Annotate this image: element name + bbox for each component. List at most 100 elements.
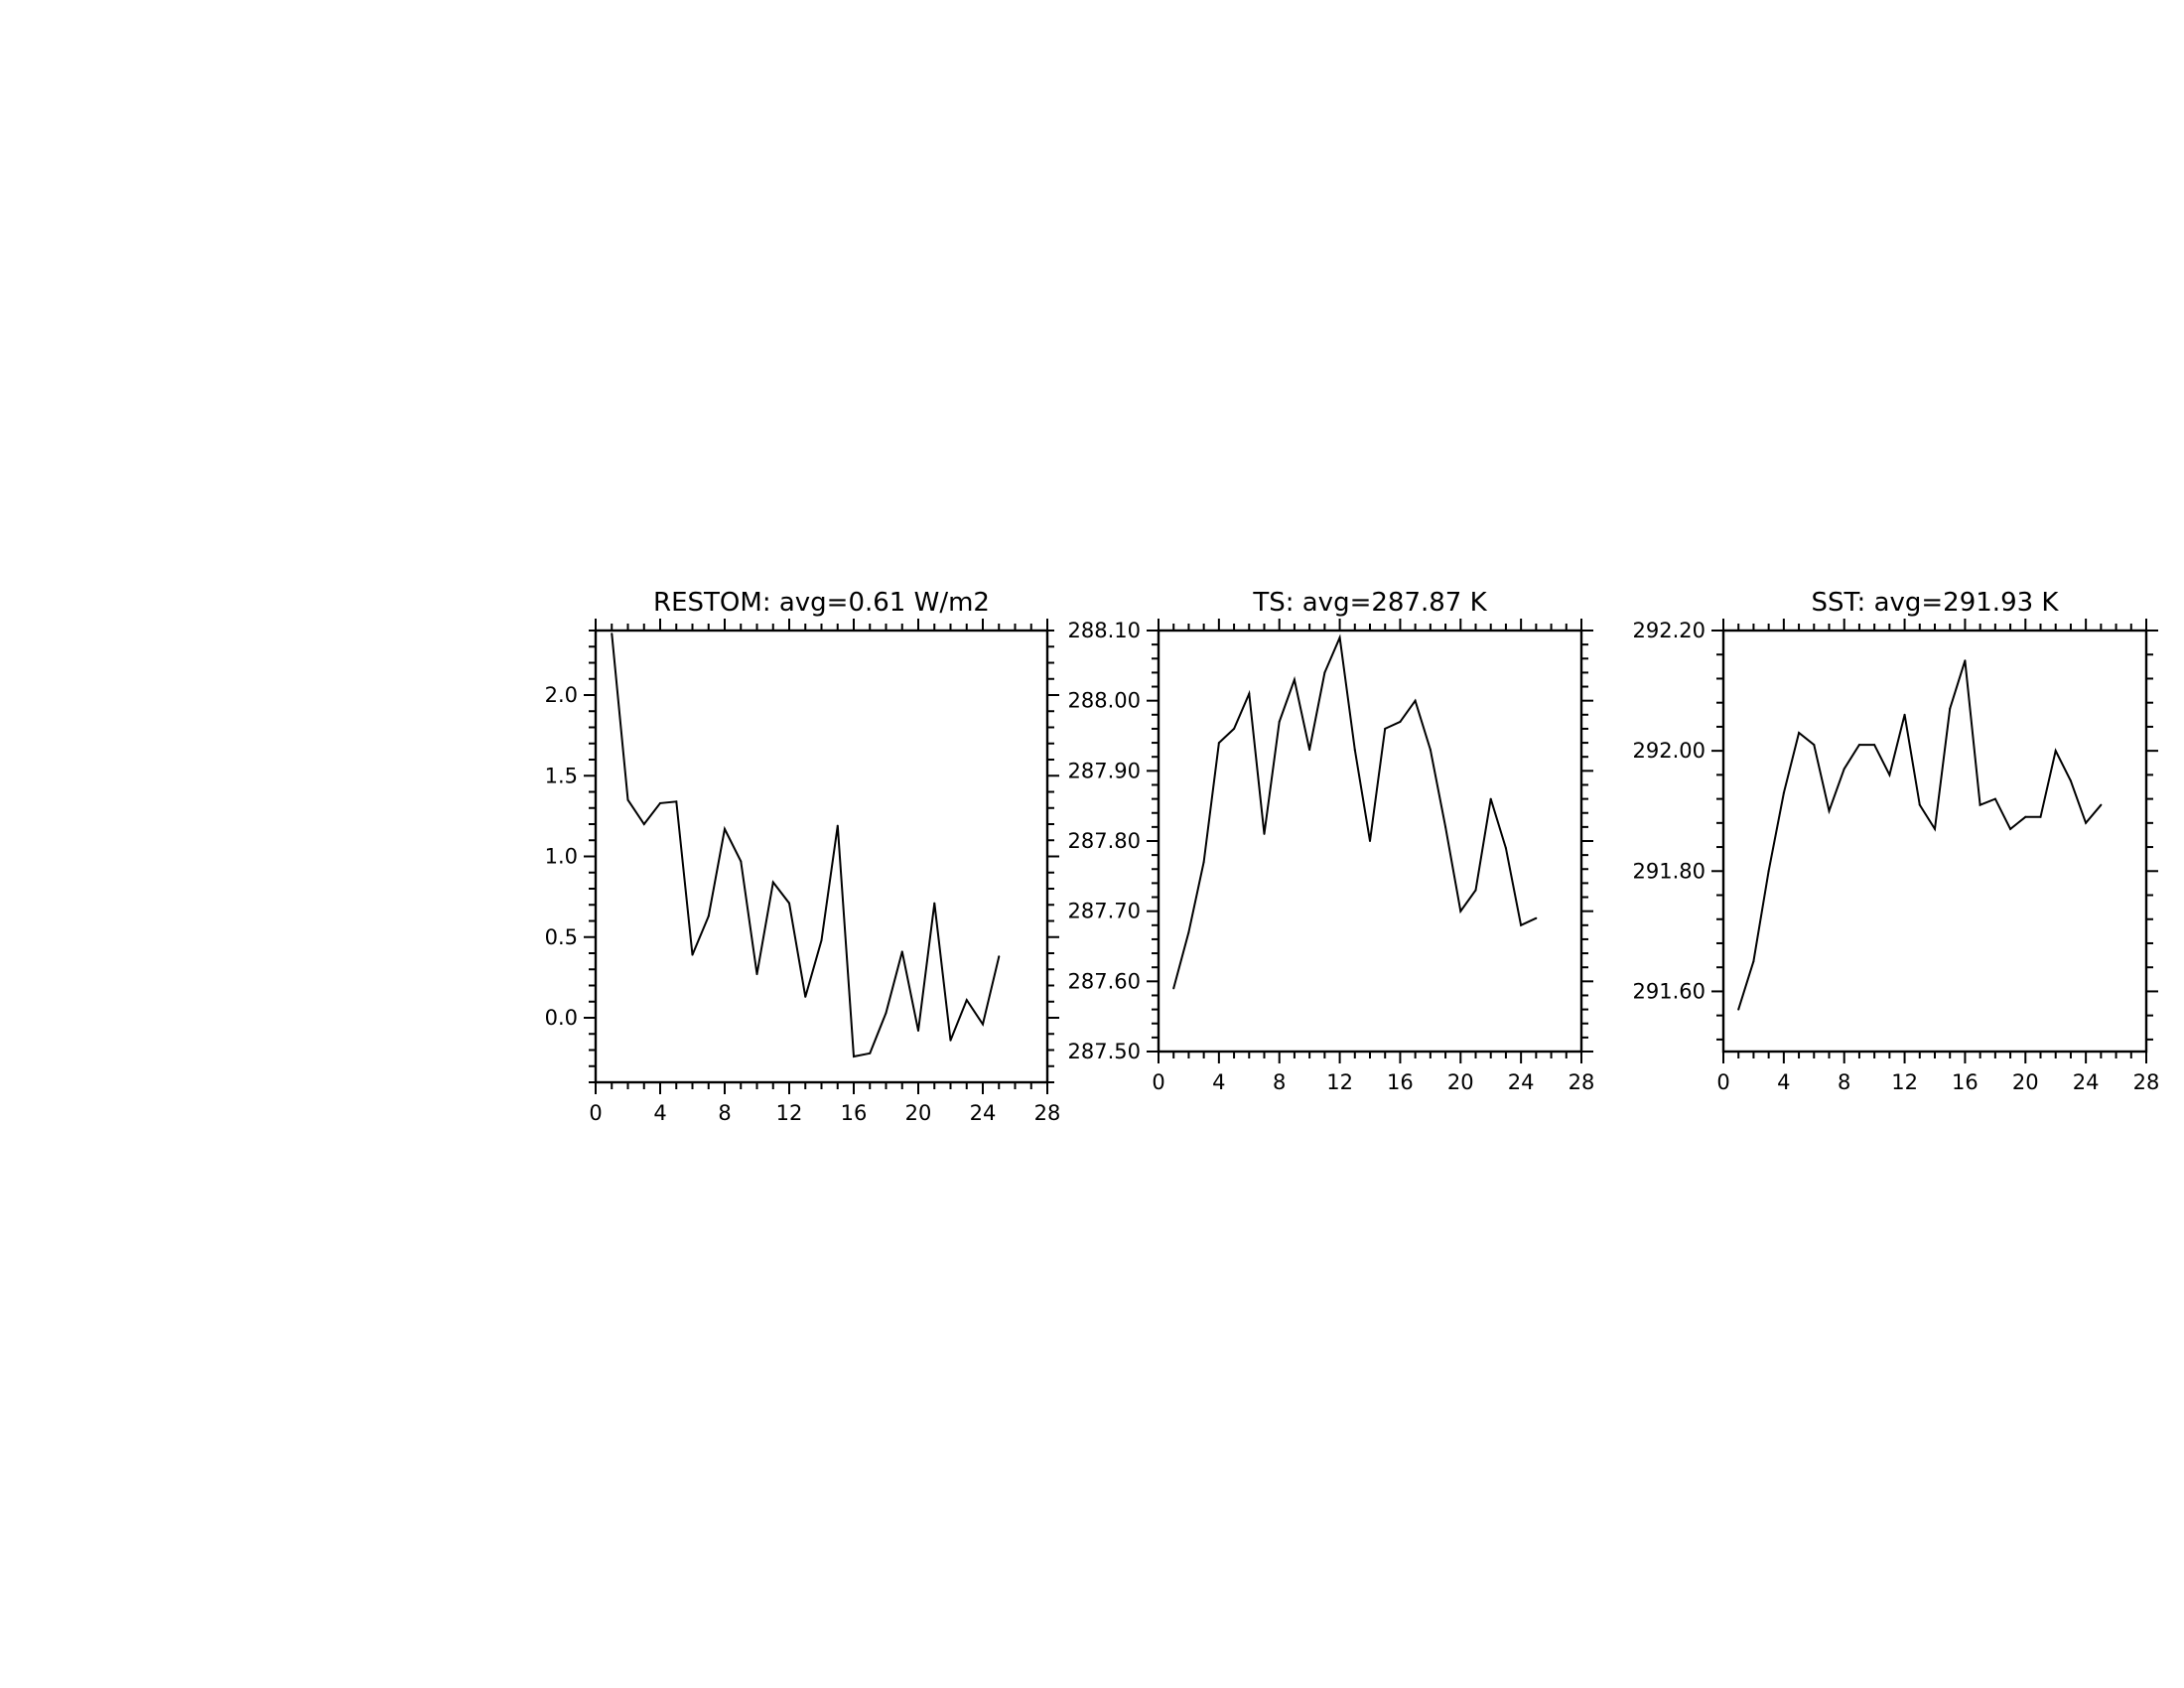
data-point [1767, 870, 1770, 873]
x-tick-label: 24 [970, 1101, 997, 1125]
data-point [1459, 910, 1462, 913]
data-point [611, 633, 614, 635]
sst-panel: SST: avg=291.93 K 291.60 291.80 292.00 292.… [1633, 588, 2160, 1094]
x-tick-label: 20 [1447, 1070, 1474, 1094]
data-point [949, 1039, 952, 1042]
data-point [853, 1055, 855, 1057]
data-point [1934, 827, 1936, 830]
data-point [740, 860, 743, 863]
x-tick-labels: 0 4 8 12 16 20 24 28 [1716, 1070, 2159, 1094]
data-point [1369, 840, 1371, 842]
data-point [820, 939, 823, 941]
data-point [1843, 768, 1845, 771]
data-point [1384, 727, 1387, 730]
data-point [1520, 923, 1523, 926]
data-point [1782, 791, 1785, 794]
data-point [1308, 749, 1311, 752]
data-point [804, 995, 807, 998]
data-point [788, 902, 790, 905]
data-point [869, 1052, 872, 1055]
x-tick-label: 16 [1952, 1070, 1979, 1094]
x-tick-label: 8 [1838, 1070, 1850, 1094]
y-tick-label: 2.0 [545, 683, 578, 707]
x-tick-label: 4 [1212, 1070, 1225, 1094]
data-point [885, 1012, 887, 1015]
data-points [1172, 636, 1538, 990]
y-tick-labels: 0.0 0.5 1.0 1.5 2.0 [545, 683, 578, 1030]
x-tick-label: 0 [1152, 1070, 1164, 1094]
data-point [1489, 797, 1492, 800]
data-point [2054, 750, 2057, 753]
data-point [1263, 832, 1266, 835]
data-point [1429, 749, 1432, 752]
x-tick-label: 8 [718, 1101, 731, 1125]
data-point [1798, 731, 1801, 734]
data-point [1993, 797, 1996, 800]
y-tick-label: 292.00 [1633, 739, 1706, 763]
y-tick-label: 1.5 [545, 764, 578, 787]
x-tick-label: 0 [1716, 1070, 1729, 1094]
x-tick-label: 8 [1273, 1070, 1286, 1094]
y-tick-label: 287.50 [1068, 1040, 1141, 1063]
data-point [1474, 889, 1477, 892]
data-point [998, 955, 1001, 958]
data-point [2085, 821, 2088, 824]
data-point [1828, 809, 1831, 812]
data-points [1737, 659, 2103, 1011]
x-tick-label: 12 [776, 1101, 803, 1125]
y-tick-label: 288.10 [1068, 619, 1141, 642]
tick-marks [1711, 619, 2158, 1063]
data-point [1949, 707, 1952, 710]
data-point [691, 953, 694, 956]
data-point [933, 902, 936, 905]
data-point [2024, 815, 2027, 818]
data-point [2039, 815, 2042, 818]
y-tick-label: 287.80 [1068, 829, 1141, 853]
data-point [771, 881, 774, 884]
data-point [965, 999, 968, 1002]
data-point [1202, 861, 1205, 864]
data-point [1535, 916, 1538, 919]
x-tick-label: 0 [589, 1101, 602, 1125]
plot-frame [594, 629, 1049, 1084]
data-point [2100, 803, 2103, 806]
data-point [1903, 713, 1906, 716]
x-tick-label: 16 [841, 1101, 868, 1125]
y-tick-label: 292.20 [1633, 619, 1706, 642]
data-point [642, 823, 645, 825]
data-point [2009, 827, 2012, 830]
y-tick-label: 1.0 [545, 845, 578, 869]
x-tick-labels: 0 4 8 12 16 20 24 28 [589, 1101, 1060, 1125]
y-tick-labels: 291.60 291.80 292.00 292.20 [1633, 619, 1706, 1003]
chart-title: TS: avg=287.87 K [1252, 588, 1487, 618]
data-point [1399, 720, 1402, 723]
y-tick-labels: 287.50 287.60 287.70 287.80 287.90 288.00 288.… [1068, 619, 1141, 1063]
data-point [1338, 636, 1341, 639]
data-point [917, 1030, 919, 1032]
data-point [900, 950, 903, 953]
x-tick-label: 4 [653, 1101, 666, 1125]
series-line [611, 633, 1001, 1058]
tick-marks [1147, 619, 1593, 1063]
data-point [1737, 1008, 1740, 1011]
data-point [707, 914, 710, 917]
x-tick-label: 28 [1569, 1070, 1595, 1094]
data-point [1752, 960, 1755, 963]
data-point [755, 973, 758, 976]
data-point [1293, 678, 1296, 681]
series-line [1737, 660, 2103, 1010]
x-tick-label: 20 [905, 1101, 932, 1125]
tick-marks [584, 619, 1059, 1094]
data-point [836, 824, 839, 827]
x-tick-label: 28 [1034, 1101, 1061, 1125]
data-point [1813, 744, 1816, 747]
y-tick-label: 287.70 [1068, 900, 1141, 923]
y-tick-label: 288.00 [1068, 689, 1141, 713]
x-tick-label: 12 [1891, 1070, 1918, 1094]
y-tick-label: 291.80 [1633, 859, 1706, 883]
ts-panel: TS: avg=287.87 K 287.50 287.60 287.70 287.8… [1068, 588, 1595, 1094]
data-point [1857, 744, 1860, 747]
x-tick-label: 16 [1387, 1070, 1414, 1094]
restom-panel: RESTOM: avg=0.61 W/m2 0.0 0.5 1.0 1.5 2.0 0 4… [545, 588, 1061, 1125]
data-point [1414, 699, 1417, 702]
